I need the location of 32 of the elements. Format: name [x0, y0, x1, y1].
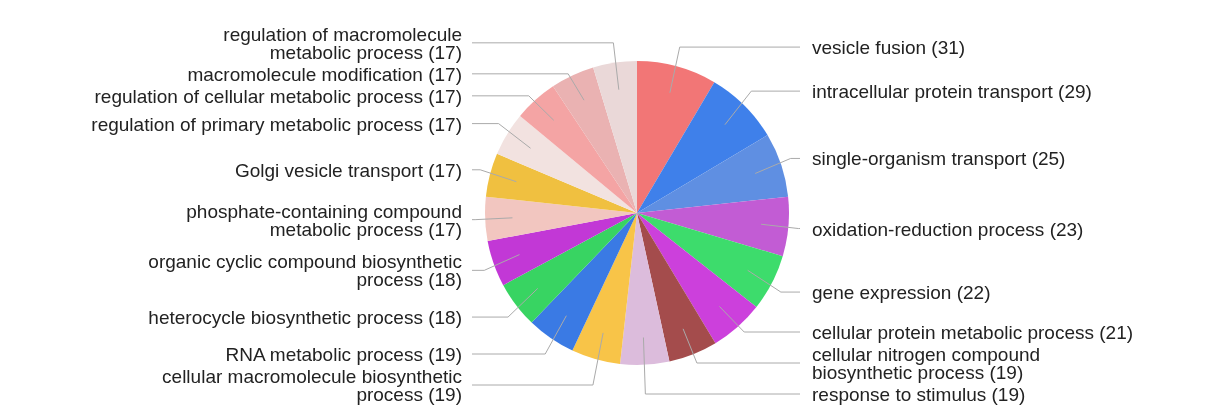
pie-slice: [553, 67, 637, 213]
pie-slice: [572, 213, 637, 365]
slice-label: Golgi vesicle transport (17): [234, 159, 462, 181]
pie-slice: [593, 61, 637, 213]
pie-slice: [637, 61, 715, 213]
slice-label: regulation of primary metabolic process (17): [91, 113, 462, 135]
slice-label: organic cyclic compound biosynthetic process (18): [148, 250, 462, 290]
slice-label: vesicle fusion (31): [812, 36, 966, 58]
slice-label: macromolecule modification (17): [187, 63, 462, 85]
slice-label: heterocycle biosynthetic process (18): [148, 306, 462, 328]
pie-slice: [637, 196, 789, 257]
slice-label: oxidation-reduction process (23): [812, 218, 1084, 240]
slice-label: response to stimulus (19): [812, 383, 1026, 405]
pie-slice: [520, 86, 637, 213]
slice-label: cellular protein metabolic process (21): [812, 321, 1134, 343]
slice-label: cellular nitrogen compound biosynthetic process (19): [812, 343, 1041, 383]
pie-slice: [637, 82, 768, 213]
pie-slice: [485, 196, 637, 241]
pie-slice: [497, 115, 637, 213]
pie-slice: [637, 213, 716, 362]
slice-label: gene expression (22): [812, 281, 991, 303]
slice-label: cellular macromolecule biosynthetic process (19): [162, 365, 462, 405]
slice-label: single-organism transport (25): [812, 147, 1066, 169]
slice-label: intracellular protein transport (29): [812, 80, 1092, 102]
slice-label: phosphate-containing compound metabolic process (17): [186, 200, 462, 240]
slice-label: regulation of macromolecule metabolic process (17): [223, 23, 462, 63]
pie-slice: [637, 135, 789, 213]
slice-label: regulation of cellular metabolic process (17): [94, 85, 462, 107]
slice-label: RNA metabolic process (19): [225, 343, 462, 365]
pie-slice: [620, 213, 670, 365]
pie-slice: [485, 153, 637, 213]
pie-slice: [531, 213, 637, 351]
